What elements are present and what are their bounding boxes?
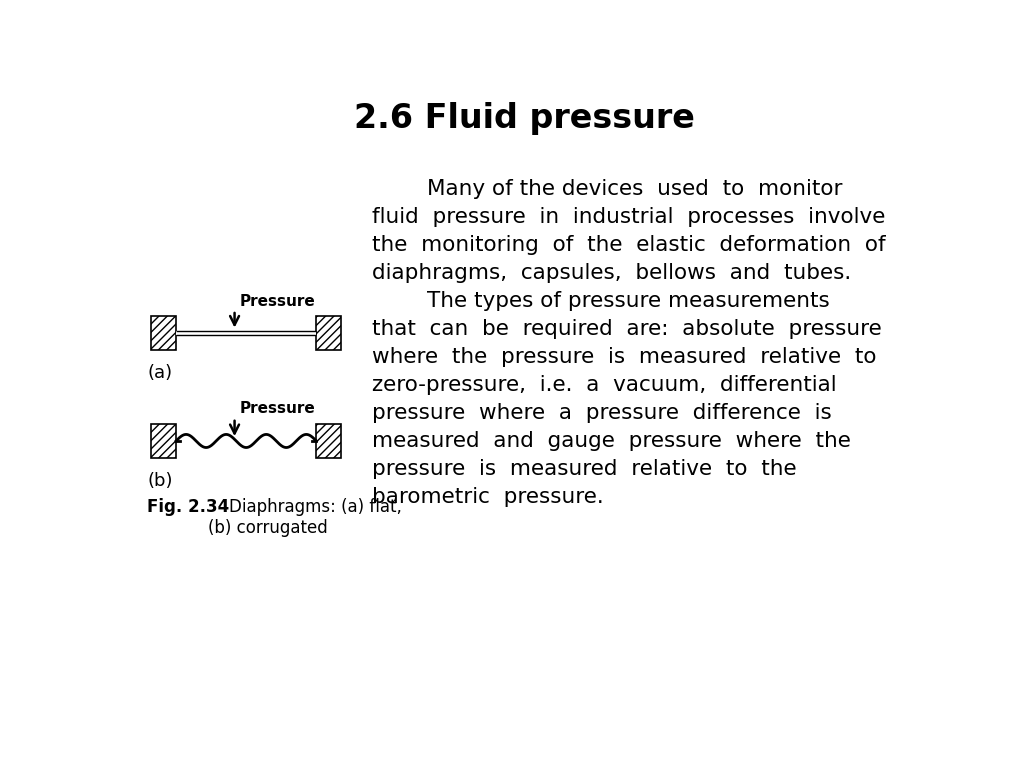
Text: Fig. 2.34: Fig. 2.34 <box>147 498 229 516</box>
Text: (b): (b) <box>147 472 173 490</box>
Text: (a): (a) <box>147 364 172 382</box>
Bar <box>152 316 176 350</box>
Text: 2.6 Fluid pressure: 2.6 Fluid pressure <box>354 102 695 135</box>
Text: Pressure: Pressure <box>240 402 315 416</box>
Bar <box>316 424 341 458</box>
Bar <box>152 424 176 458</box>
Text: Diaphragms: (a) flat,
(b) corrugated: Diaphragms: (a) flat, (b) corrugated <box>208 498 401 537</box>
Bar <box>176 331 316 336</box>
Text: Many of the devices  used  to  monitor
fluid  pressure  in  industrial  processe: Many of the devices used to monitor flui… <box>372 179 886 507</box>
Bar <box>316 316 341 350</box>
Text: Pressure: Pressure <box>240 293 315 309</box>
